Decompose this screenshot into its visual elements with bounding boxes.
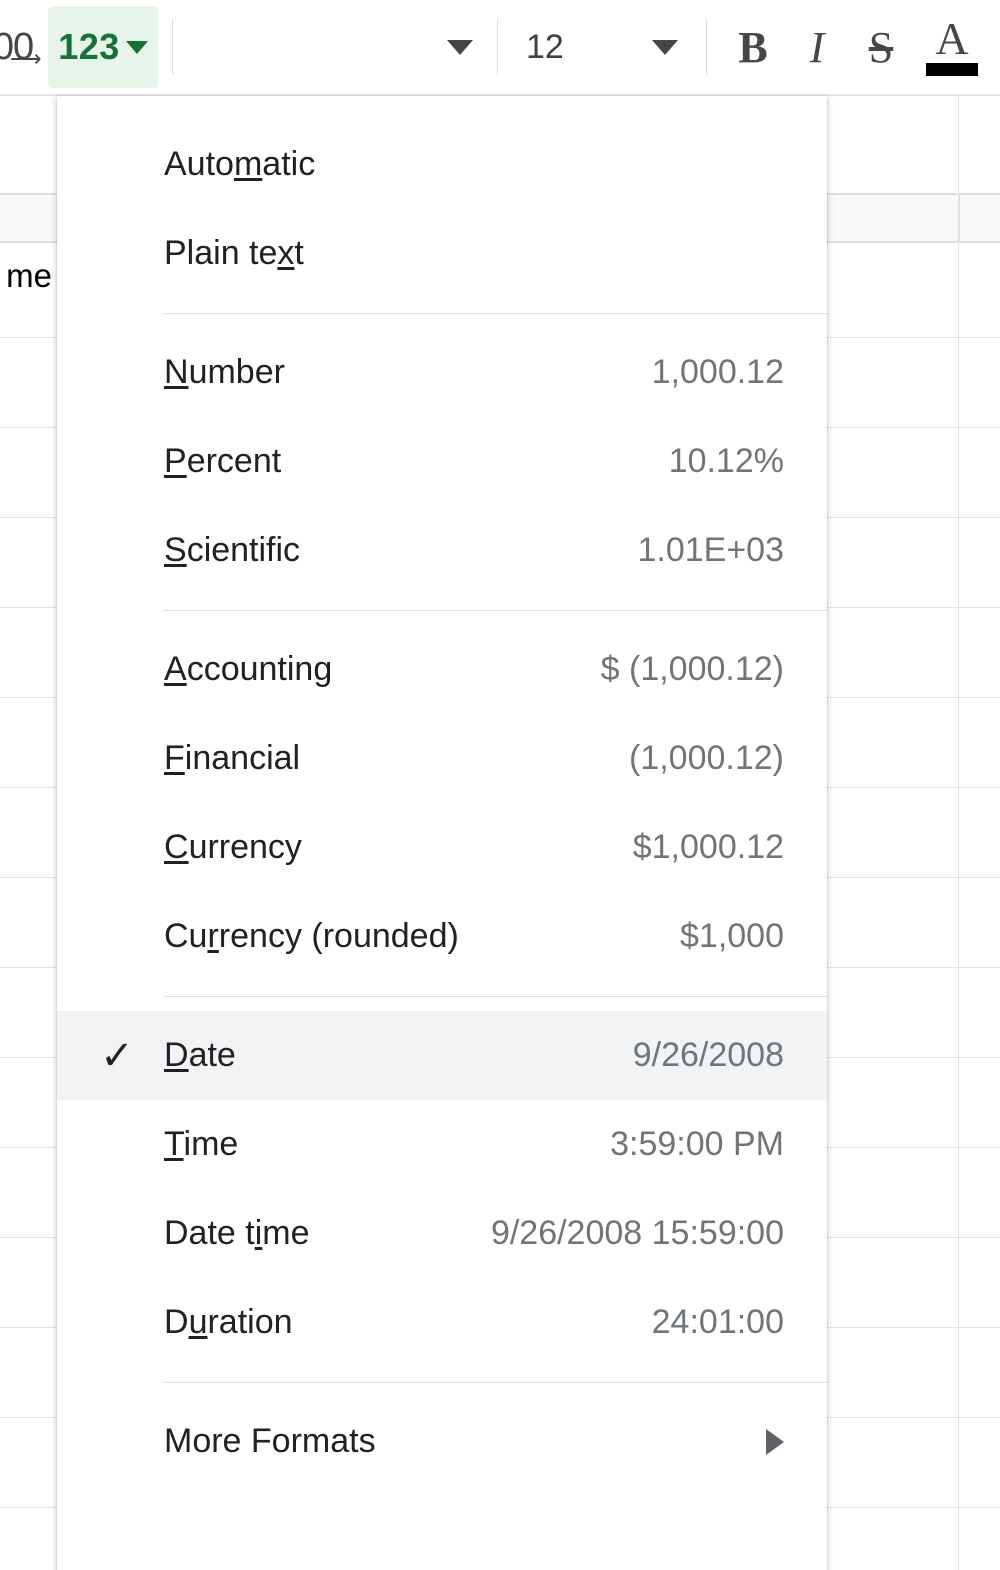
- menu-item-label: Percent: [164, 441, 282, 480]
- toolbar-divider: [172, 19, 173, 75]
- menu-item-label: Time: [164, 1124, 239, 1163]
- decrease-decimal-icon[interactable]: 00 ⟶: [0, 12, 42, 82]
- menu-separator: [163, 610, 827, 611]
- menu-item-scientific[interactable]: Scientific 1.01E+03: [57, 506, 827, 595]
- menu-item-sample-value: 1,000.12: [651, 353, 784, 391]
- menu-item-sample-value: 10.12%: [668, 442, 784, 480]
- menu-item-sample-value: (1,000.12): [629, 739, 784, 777]
- menu-item-sample-value: 1.01E+03: [637, 531, 784, 569]
- number-format-button[interactable]: 123: [48, 6, 158, 88]
- menu-item-label: Date: [164, 1035, 236, 1074]
- menu-item-label: Accounting: [164, 649, 333, 688]
- menu-item-sample-value: $ (1,000.12): [600, 650, 784, 688]
- menu-item-label: Financial: [164, 738, 301, 777]
- menu-item-accounting[interactable]: Accounting $ (1,000.12): [57, 625, 827, 714]
- menu-item-duration[interactable]: Duration 24:01:00: [57, 1278, 827, 1367]
- chevron-down-icon: [652, 39, 678, 55]
- menu-item-sample-value: 24:01:00: [651, 1303, 784, 1341]
- toolbar: 00 ⟶ 123 12 B I S A: [0, 0, 1000, 95]
- menu-item-sample-value: $1,000.12: [632, 828, 784, 866]
- menu-item-more-formats[interactable]: More Formats: [57, 1397, 827, 1486]
- menu-item-time[interactable]: Time 3:59:00 PM: [57, 1100, 827, 1189]
- chevron-down-icon: [447, 39, 473, 55]
- column-header-divider: [958, 193, 960, 243]
- menu-separator: [163, 313, 827, 314]
- menu-item-percent[interactable]: Percent 10.12%: [57, 417, 827, 506]
- menu-item-label: Currency (rounded): [164, 916, 459, 955]
- menu-item-label: Currency: [164, 827, 302, 866]
- submenu-arrow-icon: [766, 1428, 784, 1455]
- decrease-decimal-arrow-icon: ⟶: [10, 46, 42, 71]
- text-color-swatch: [926, 63, 978, 77]
- menu-item-plain-text[interactable]: Plain text: [57, 209, 827, 298]
- check-icon: ✓: [100, 1033, 134, 1078]
- grid-line: [958, 95, 959, 1570]
- cell-text[interactable]: me: [6, 257, 52, 294]
- toolbar-divider: [497, 19, 498, 75]
- toolbar-divider: [706, 19, 707, 75]
- chevron-down-icon: [125, 40, 148, 54]
- menu-item-sample-value: 3:59:00 PM: [610, 1125, 784, 1163]
- menu-item-sample-value: 9/26/2008: [632, 1036, 784, 1074]
- decrease-decimal-glyph: 00: [0, 26, 34, 68]
- menu-item-label: More Formats: [164, 1421, 376, 1460]
- menu-item-number[interactable]: Number 1,000.12: [57, 328, 827, 417]
- menu-item-financial[interactable]: Financial (1,000.12): [57, 714, 827, 803]
- menu-separator: [163, 1382, 827, 1383]
- menu-separator: [163, 996, 827, 997]
- menu-top-padding: [57, 96, 827, 120]
- menu-item-automatic[interactable]: Automatic: [57, 120, 827, 209]
- menu-item-currency[interactable]: Currency $1,000.12: [57, 803, 827, 892]
- menu-item-date[interactable]: ✓ Date 9/26/2008: [57, 1011, 827, 1100]
- menu-item-label: Plain text: [164, 233, 304, 272]
- number-format-menu[interactable]: Automatic Plain text Number 1,000.12 Percent…: [57, 96, 827, 1570]
- font-family-dropdown[interactable]: [187, 12, 483, 82]
- menu-item-label: Number: [164, 352, 285, 391]
- strikethrough-button[interactable]: S: [868, 22, 894, 72]
- menu-item-currency-rounded[interactable]: Currency (rounded) $1,000: [57, 892, 827, 981]
- menu-item-label: Automatic: [164, 144, 316, 183]
- bold-button[interactable]: B: [738, 22, 768, 72]
- font-size-dropdown[interactable]: 12: [512, 12, 692, 82]
- menu-item-label: Date time: [164, 1213, 310, 1252]
- menu-item-label: Duration: [164, 1302, 293, 1341]
- number-format-label: 123: [58, 26, 120, 67]
- font-size-value: 12: [526, 27, 564, 66]
- italic-button[interactable]: I: [809, 22, 825, 72]
- text-color-letter-icon: A: [935, 12, 969, 64]
- menu-item-date-time[interactable]: Date time 9/26/2008 15:59:00: [57, 1189, 827, 1278]
- text-color-button[interactable]: A: [921, 12, 983, 82]
- menu-item-sample-value: $1,000: [680, 917, 784, 955]
- menu-item-label: Scientific: [164, 530, 301, 569]
- grid-line: [0, 95, 1000, 96]
- menu-item-sample-value: 9/26/2008 15:59:00: [490, 1214, 784, 1252]
- menu-body: Automatic Plain text Number 1,000.12 Percent…: [57, 120, 827, 1486]
